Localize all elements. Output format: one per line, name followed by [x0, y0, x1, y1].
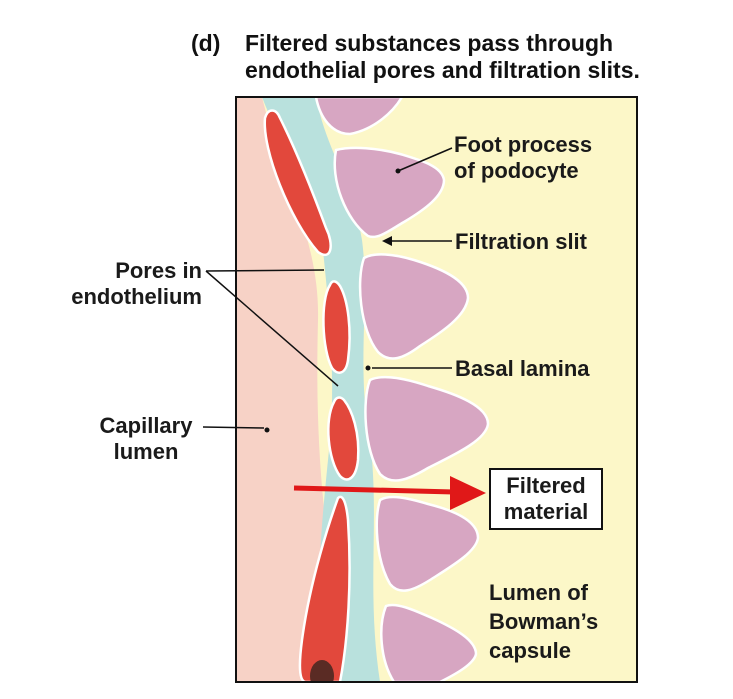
filtration-arrow-head — [450, 476, 486, 510]
endothelial-cell — [322, 280, 351, 374]
label-filtration-slit: Filtration slit — [455, 229, 587, 254]
marker-dot — [264, 427, 270, 433]
label-bowman-capsule-lumen: Lumen of Bowman’s capsule — [489, 580, 599, 663]
podocyte-foot-process — [380, 603, 478, 682]
marker-dot — [365, 365, 371, 371]
endothelial-nucleus — [310, 660, 334, 682]
leader-line-pores-1 — [205, 269, 325, 272]
basal-lamina-band — [262, 97, 380, 682]
filtration-arrow-shaft — [293, 485, 455, 495]
leader-line-foot-process — [397, 147, 453, 172]
leader-line-capillary-lumen — [202, 426, 265, 429]
capillary-lumen-region — [236, 97, 330, 682]
podocyte-foot-process — [375, 495, 480, 592]
podocyte-foot-process — [364, 375, 490, 482]
leader-line-pores-2 — [205, 270, 339, 387]
endothelial-cell — [298, 495, 351, 682]
podocyte-foot-process — [333, 146, 446, 239]
filtration-slit-arrowhead — [382, 236, 392, 246]
endothelial-cell — [263, 109, 332, 256]
endothelial-cell — [327, 396, 360, 481]
title-line-1: Filtered substances pass through — [245, 30, 614, 56]
podocyte-foot-process — [358, 253, 470, 360]
label-filtered-material: Filtered material — [503, 473, 589, 524]
label-capillary-lumen: Capillary lumen — [99, 413, 193, 464]
label-pores-in-endothelium: Pores in endothelium — [71, 258, 202, 309]
filtered-material-box — [489, 468, 603, 530]
podocyte-foot-process — [314, 97, 404, 136]
panel-tag: (d) — [191, 30, 221, 56]
title-line-2: endothelial pores and filtration slits. — [245, 57, 640, 83]
label-foot-process: Foot process of podocyte — [454, 132, 593, 183]
figure-title: (d) Filtered substances pass through endo… — [191, 30, 640, 84]
diagram-frame — [235, 96, 638, 683]
label-basal-lamina: Basal lamina — [455, 356, 590, 381]
